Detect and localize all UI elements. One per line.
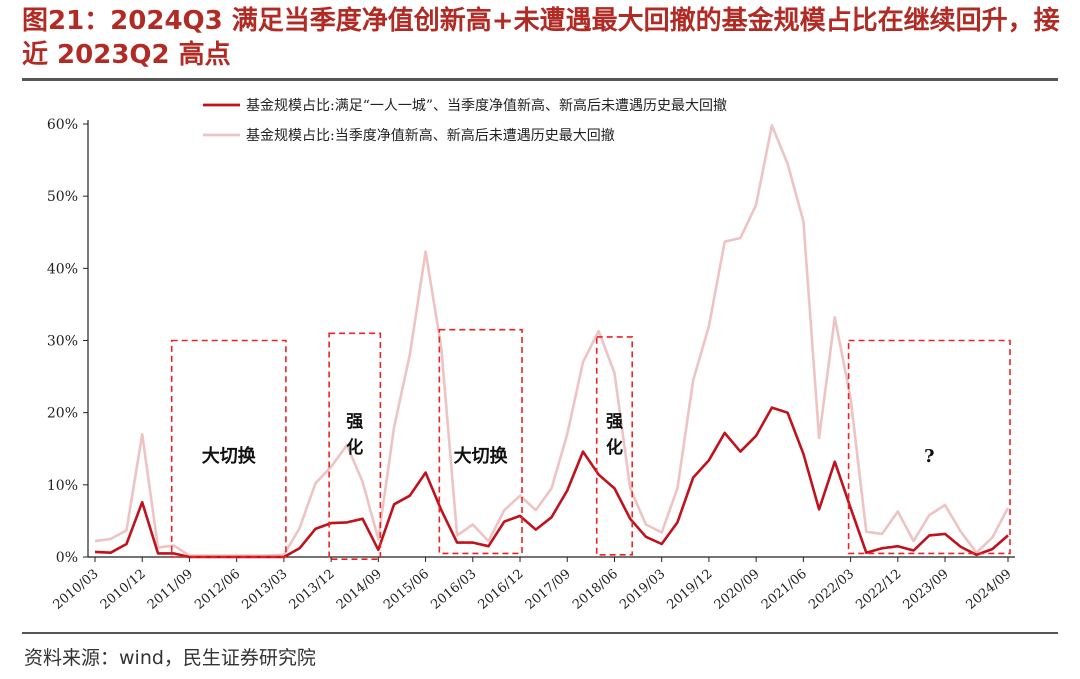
x-tick-label: 2020/09: [712, 567, 763, 613]
figure-title: 图21：2024Q3 满足当季度净值创新高+未遭遇最大回撤的基金规模占比在继续回…: [22, 6, 1060, 70]
x-tick-label: 2022/12: [853, 567, 904, 613]
x-tick-label: 2016/03: [428, 567, 479, 613]
x-tick-label: 2019/03: [617, 567, 668, 613]
source-note: 资料来源：wind，民生证券研究院: [24, 647, 316, 669]
y-tick-label: 40%: [47, 261, 78, 277]
annotation-box: [170, 339, 287, 558]
annotation-boxes: 大切换强化强化 大切换强化强化?: [170, 328, 1011, 560]
annotation-box: [847, 339, 1011, 555]
y-tick-label: 10%: [47, 478, 78, 494]
top-rule: [22, 78, 1058, 81]
x-tick-label: 2023/09: [901, 567, 952, 613]
series-main-line: [94, 406, 1009, 559]
x-tick-label: 2013/12: [287, 567, 338, 613]
annotation-label-char: 强: [346, 412, 363, 432]
x-tick-label: 2019/12: [664, 567, 715, 613]
annotation-label-char: 强: [606, 412, 623, 432]
series-lines: [94, 124, 1010, 559]
annotation-label-char: 化: [606, 437, 623, 458]
annotation-box: [595, 336, 634, 556]
x-axis: 2010/032010/122011/092012/062013/032013/…: [51, 556, 1015, 613]
annotation-label: ?: [924, 446, 935, 467]
series-light-line: [94, 124, 1010, 557]
annotation-box: [438, 328, 523, 555]
x-tick-label: 2022/03: [806, 567, 857, 613]
annotation-label: 大切换: [454, 445, 509, 467]
annotation-label: 大切换: [202, 445, 257, 467]
y-axis: 0% 10% 20% 30% 40% 50% 60%: [47, 117, 89, 566]
x-tick-label: 2013/03: [239, 567, 290, 613]
x-tick-label: 2024/09: [964, 567, 1015, 613]
x-tick-label: 2011/09: [145, 567, 196, 613]
x-tick-label: 2018/06: [570, 567, 621, 613]
annotation-box: [328, 332, 382, 560]
x-tick-label: 2021/06: [759, 567, 810, 613]
x-tick-label: 2010/12: [98, 567, 149, 613]
legend-label-light: 基金规模占比:当季度净值新高、新高后未遭遇历史最大回撤: [246, 127, 615, 144]
legend-label-main: 基金规模占比:满足“一人一城”、当季度净值新高、新高后未遭遇历史最大回撤: [246, 97, 727, 114]
chart-legend: 基金规模占比:满足“一人一城”、当季度净值新高、新高后未遭遇历史最大回撤基金规模…: [203, 97, 727, 144]
x-tick-label: 2014/09: [334, 567, 385, 613]
y-tick-label: 20%: [47, 406, 78, 422]
x-tick-label: 2010/03: [51, 567, 102, 613]
x-tick-label: 2015/06: [381, 567, 432, 613]
bottom-rule: [22, 632, 1058, 634]
annotation-label-char: 化: [346, 437, 363, 458]
y-tick-label: 50%: [47, 189, 78, 205]
x-tick-label: 2017/09: [523, 567, 574, 613]
y-tick-label: 0%: [56, 550, 78, 566]
y-tick-label: 30%: [47, 334, 78, 350]
x-tick-label: 2012/06: [192, 567, 243, 613]
y-tick-label: 60%: [47, 117, 78, 133]
x-tick-label: 2016/12: [476, 567, 527, 613]
